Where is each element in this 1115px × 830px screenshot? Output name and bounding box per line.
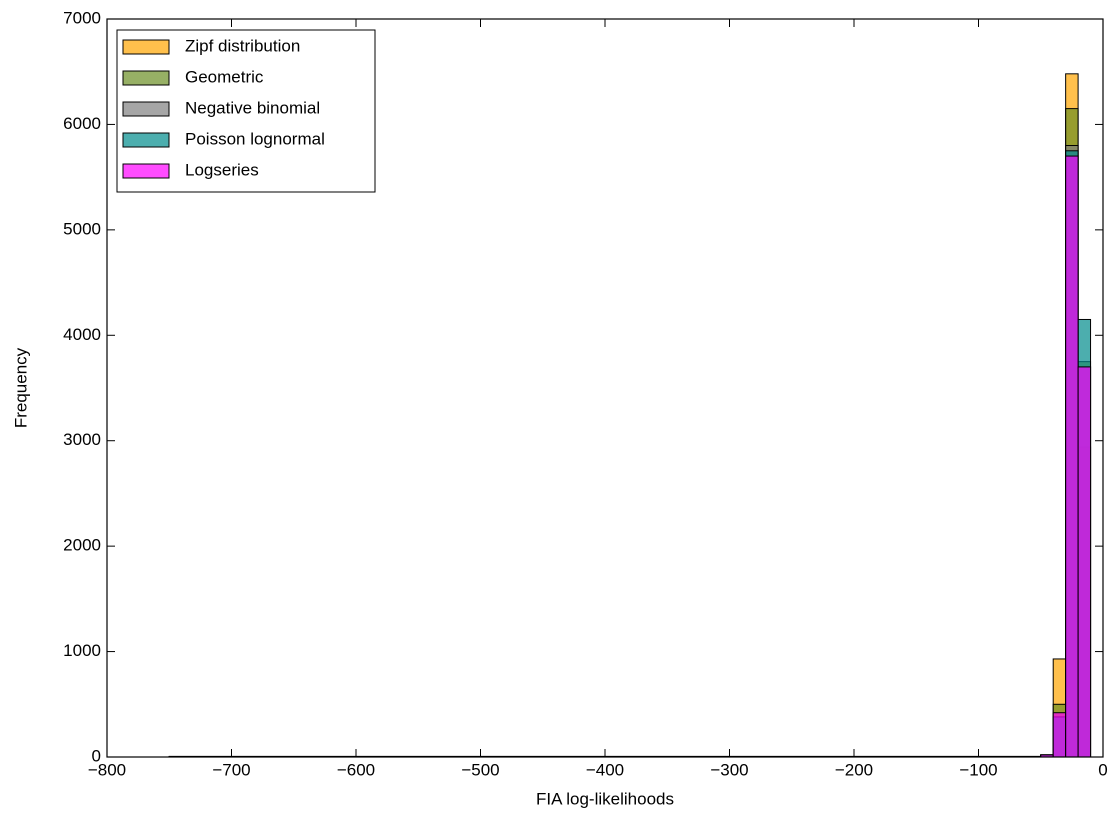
y-tick-label: 4000 [63,325,101,344]
x-tick-label: −600 [337,760,375,779]
legend-label: Zipf distribution [185,36,300,55]
y-tick-label: 2000 [63,536,101,555]
legend-label: Negative binomial [185,98,320,117]
histogram-bar [1077,366,1092,758]
x-tick-label: −200 [835,760,873,779]
legend-label: Poisson lognormal [185,129,325,148]
histogram-bar [1065,155,1079,758]
x-tick-label: −100 [959,760,997,779]
x-tick-label: −800 [88,760,126,779]
y-tick-label: 1000 [63,641,101,660]
legend-swatch [122,39,170,55]
x-tick-label: −700 [212,760,250,779]
legend-label: Logseries [185,160,259,179]
y-tick-label: 7000 [63,8,101,27]
y-tick-label: 3000 [63,430,101,449]
y-tick-label: 6000 [63,114,101,133]
histogram-bar [1052,712,1067,758]
legend-swatch [122,101,170,117]
x-tick-label: −300 [710,760,748,779]
x-tick-label: 0 [1098,760,1107,779]
y-tick-label: 0 [92,746,101,765]
y-tick-label: 5000 [63,219,101,238]
x-tick-label: −400 [586,760,624,779]
y-axis-label: Frequency [11,347,30,428]
x-axis-label: FIA log-likelihoods [536,789,674,808]
legend-swatch [122,132,170,148]
legend-swatch [122,70,170,86]
legend-swatch [122,163,170,179]
legend-label: Geometric [185,67,264,86]
x-tick-label: −500 [461,760,499,779]
